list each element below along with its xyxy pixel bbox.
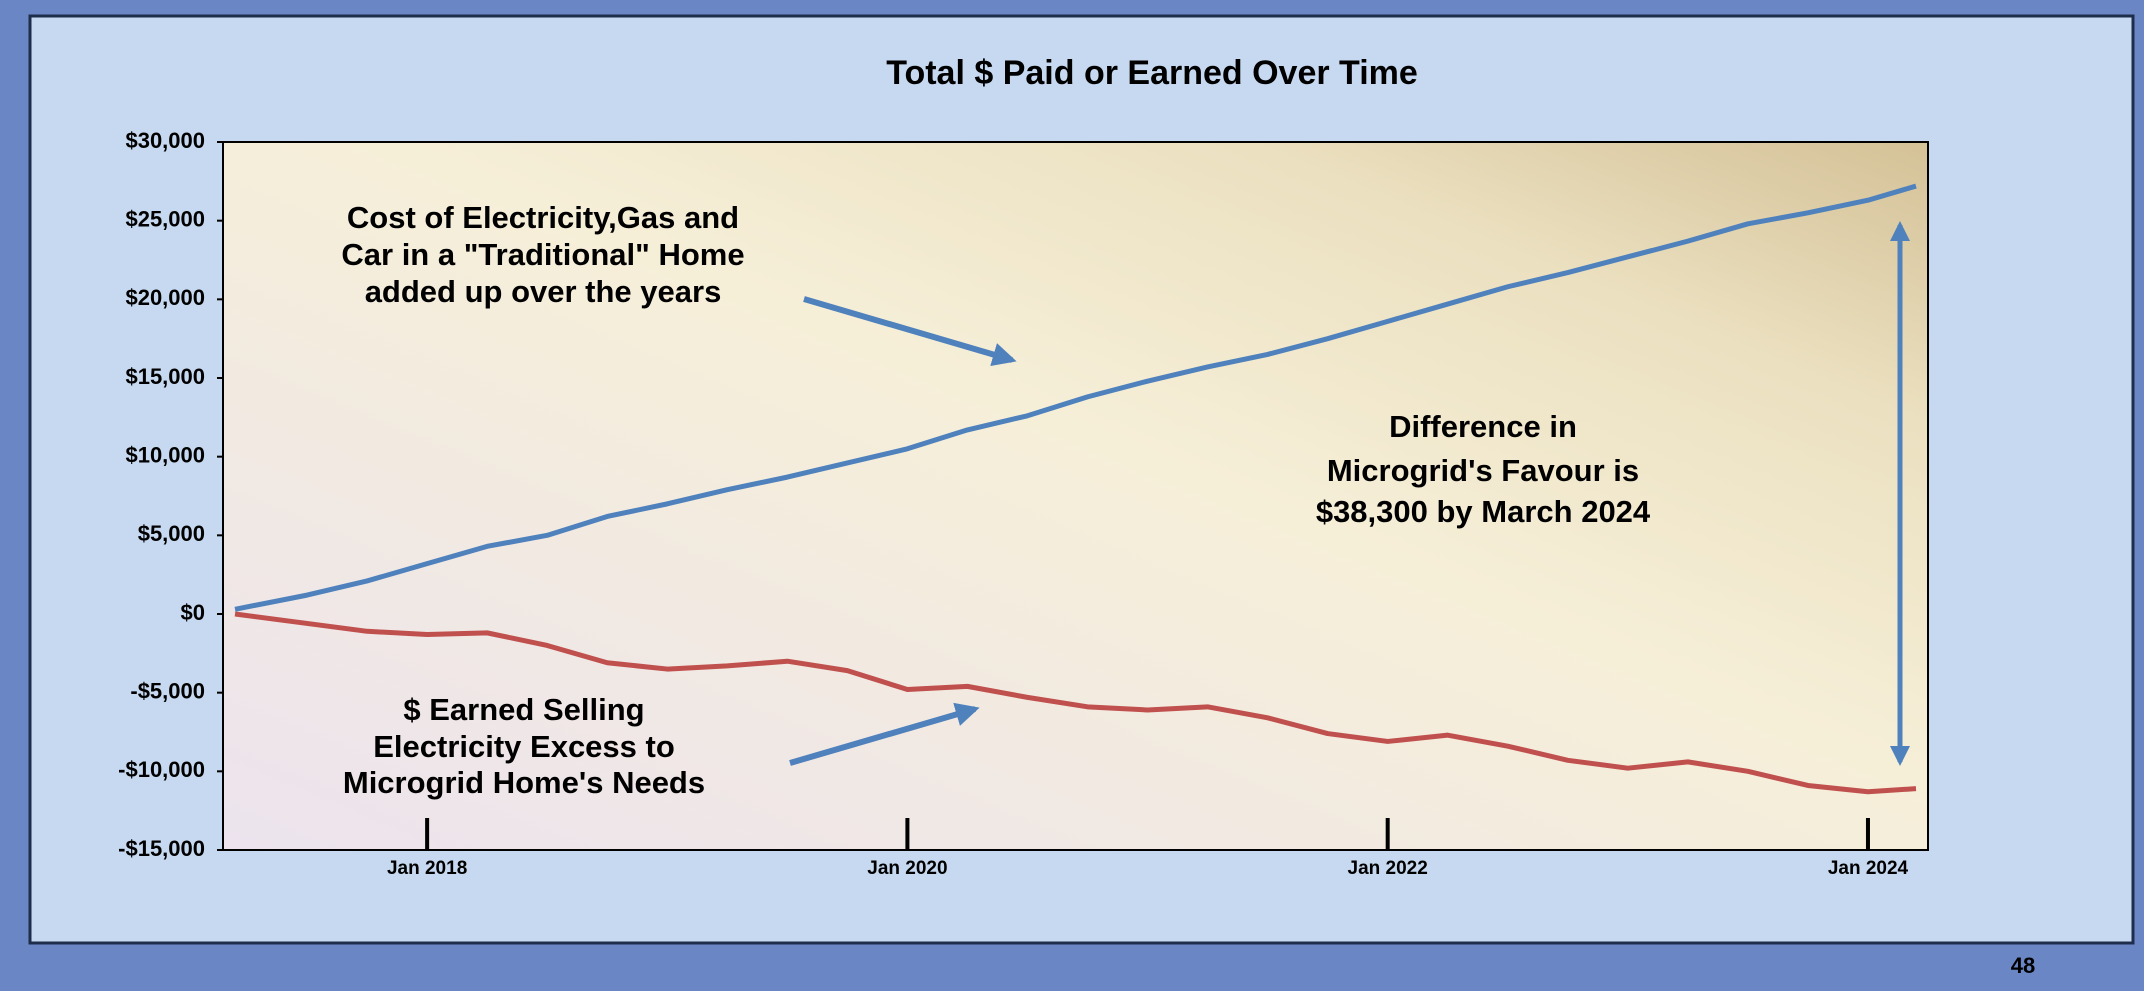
annotation: $38,300 by March 2024: [1316, 494, 1651, 529]
y-tick-label: $0: [181, 600, 205, 625]
x-tick-label: Jan 2022: [1348, 858, 1428, 879]
annotation: $ Earned Selling: [403, 692, 644, 727]
y-tick-label: $5,000: [138, 521, 205, 546]
x-tick-label: Jan 2024: [1828, 858, 1909, 879]
plot-area: [222, 141, 1929, 851]
y-tick-label: $10,000: [125, 442, 205, 467]
y-tick-label: $15,000: [125, 364, 205, 389]
y-tick-label: -$15,000: [118, 836, 205, 861]
page-number: 48: [2011, 953, 2035, 978]
chart-title: Total $ Paid or Earned Over Time: [886, 54, 1418, 92]
y-tick-label: $20,000: [125, 285, 205, 310]
line: [234, 611, 1917, 795]
y-tick-label: $25,000: [125, 206, 205, 231]
annotation: Difference in: [1389, 409, 1577, 444]
x-tick-label: Jan 2020: [867, 858, 947, 879]
annotation: Microgrid's Favour is: [1327, 453, 1639, 488]
annotation: Microgrid Home's Needs: [343, 765, 705, 800]
annotation: Electricity Excess to: [373, 729, 675, 764]
arrow: [803, 296, 1017, 367]
annotation: added up over the years: [365, 274, 722, 309]
x-tick-label: Jan 2018: [387, 858, 467, 879]
annotation: Car in a "Traditional" Home: [341, 237, 744, 272]
line: [234, 183, 1917, 612]
arrow: [789, 702, 980, 766]
y-tick-label: -$10,000: [118, 757, 205, 782]
y-tick-label: -$5,000: [130, 678, 205, 703]
annotation: Cost of Electricity,Gas and: [347, 200, 739, 235]
y-tick-label: $30,000: [125, 128, 205, 153]
